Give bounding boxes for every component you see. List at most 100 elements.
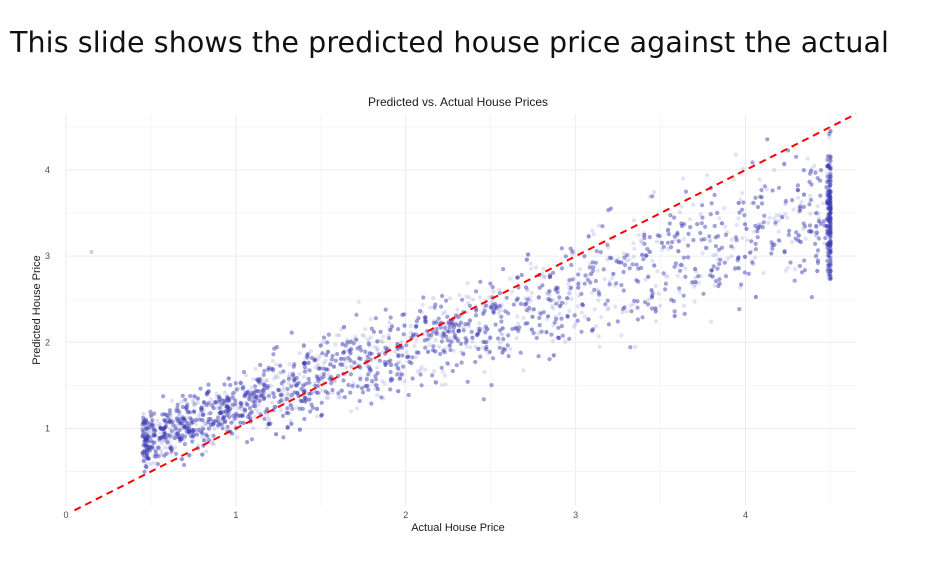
- data-point: [287, 396, 292, 401]
- data-point: [634, 262, 639, 267]
- data-point: [606, 245, 611, 250]
- data-point: [826, 211, 832, 216]
- data-point: [158, 430, 163, 435]
- data-point: [477, 321, 482, 326]
- data-point: [713, 244, 719, 249]
- data-point: [182, 418, 188, 423]
- data-point: [206, 426, 211, 431]
- data-point: [639, 265, 644, 270]
- data-point: [173, 451, 179, 456]
- data-point: [189, 430, 194, 435]
- data-point: [302, 395, 307, 400]
- data-point: [251, 391, 257, 396]
- data-point: [140, 422, 145, 427]
- data-point: [828, 254, 833, 259]
- data-point: [482, 308, 487, 313]
- data-point: [639, 240, 644, 245]
- data-point: [619, 260, 624, 265]
- data-point: [567, 285, 572, 290]
- data-point: [298, 380, 303, 385]
- data-point: [226, 376, 231, 381]
- data-point: [177, 417, 182, 422]
- data-point: [374, 393, 380, 398]
- data-point: [223, 409, 228, 414]
- data-point: [756, 223, 762, 228]
- data-point: [158, 435, 163, 440]
- data-point: [821, 219, 826, 224]
- data-point: [265, 413, 270, 418]
- data-point: [350, 384, 355, 389]
- data-point: [360, 390, 366, 395]
- data-point: [178, 438, 183, 443]
- data-point: [151, 433, 156, 438]
- data-point: [700, 203, 705, 208]
- data-point: [412, 344, 417, 349]
- data-point: [483, 303, 488, 308]
- data-point: [825, 190, 830, 195]
- data-point: [825, 228, 830, 233]
- data-point: [621, 288, 626, 293]
- data-point: [281, 388, 286, 393]
- data-point: [827, 166, 833, 171]
- data-point: [813, 170, 818, 175]
- data-point: [266, 422, 271, 427]
- data-point: [431, 320, 436, 326]
- data-point: [249, 385, 254, 391]
- data-point: [190, 427, 195, 432]
- data-point: [333, 358, 338, 363]
- data-point: [825, 245, 830, 251]
- data-point: [179, 436, 184, 441]
- data-point: [778, 239, 783, 244]
- data-point: [200, 413, 205, 418]
- data-point: [808, 193, 813, 198]
- data-point: [292, 378, 297, 383]
- data-point: [241, 384, 246, 389]
- data-point: [615, 319, 620, 324]
- data-point: [640, 315, 645, 320]
- data-point: [828, 256, 833, 261]
- data-point: [240, 413, 245, 418]
- data-point: [740, 235, 745, 241]
- data-point: [450, 322, 456, 327]
- data-point: [628, 303, 633, 308]
- data-point: [554, 301, 559, 306]
- data-point: [501, 267, 506, 272]
- data-point: [506, 354, 511, 359]
- data-point: [818, 221, 824, 226]
- data-point: [182, 462, 187, 468]
- data-point: [537, 315, 542, 320]
- data-point: [828, 189, 833, 194]
- data-point: [349, 409, 354, 414]
- data-point: [223, 403, 228, 409]
- data-point: [828, 233, 833, 238]
- data-point: [249, 437, 254, 442]
- data-point: [711, 253, 716, 258]
- data-point: [177, 435, 182, 440]
- data-point: [445, 338, 450, 343]
- data-point: [196, 443, 201, 448]
- data-point: [348, 346, 353, 351]
- data-point: [422, 315, 427, 320]
- data-point: [306, 360, 311, 365]
- data-point: [278, 393, 283, 398]
- data-point: [656, 291, 661, 296]
- data-point: [619, 283, 624, 288]
- data-point: [147, 444, 152, 449]
- data-point: [680, 263, 685, 268]
- data-point: [826, 263, 832, 268]
- data-point: [255, 377, 260, 382]
- data-point: [594, 249, 599, 254]
- data-point: [827, 272, 832, 277]
- data-point: [691, 202, 696, 207]
- data-point: [162, 418, 167, 423]
- data-point: [307, 380, 312, 385]
- data-point: [463, 322, 468, 327]
- data-point: [302, 388, 307, 393]
- data-point: [346, 355, 351, 360]
- data-point: [565, 313, 570, 319]
- data-point: [828, 259, 833, 264]
- data-point: [427, 343, 432, 348]
- data-point: [783, 201, 788, 206]
- data-point: [381, 334, 386, 339]
- data-point: [483, 303, 488, 308]
